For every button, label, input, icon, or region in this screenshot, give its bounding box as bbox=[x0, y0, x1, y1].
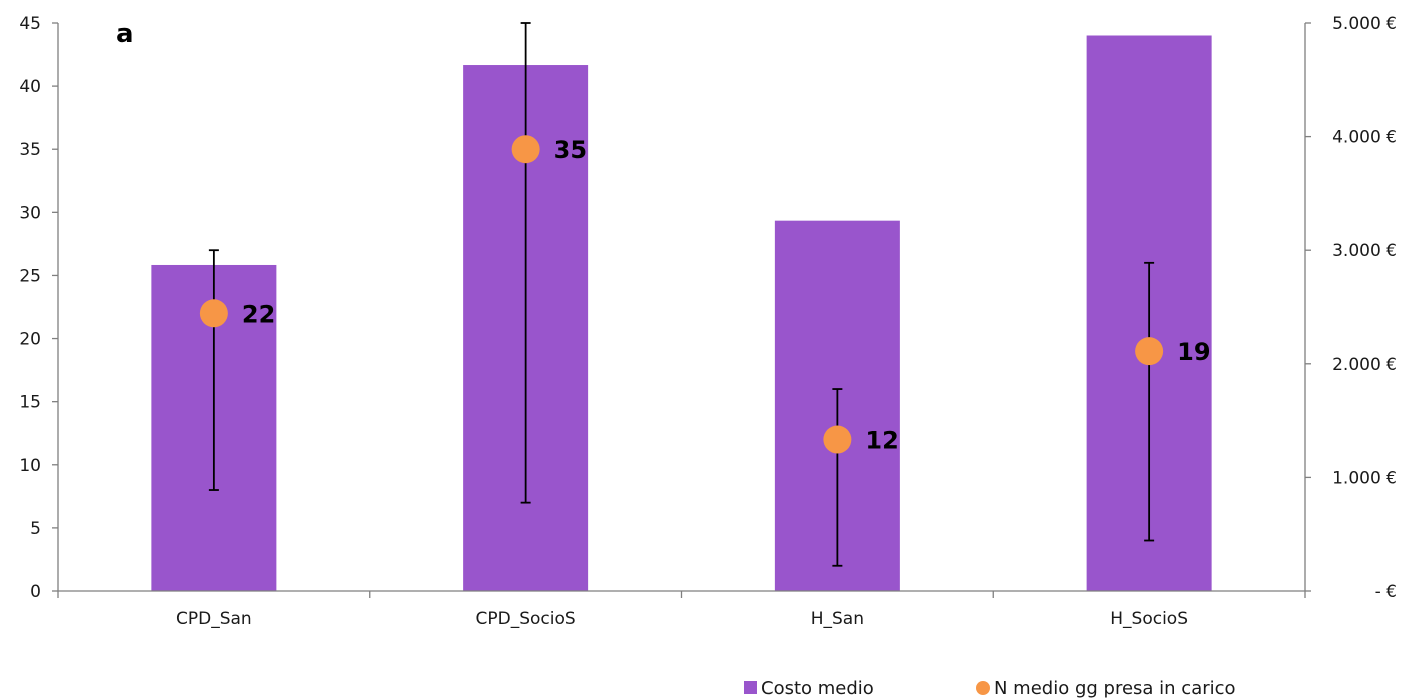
left-tick-label-30: 30 bbox=[19, 203, 41, 223]
labels-layer: 22 35 12 19 bbox=[242, 136, 1211, 454]
right-tick-label-3000: 3.000 € bbox=[1332, 241, 1397, 261]
left-tick-label-35: 35 bbox=[19, 140, 41, 160]
right-tick-label-1000: 1.000 € bbox=[1332, 468, 1397, 488]
x-tick-label-h-san: H_San bbox=[811, 609, 864, 629]
data-label-cpd-san: 22 bbox=[242, 300, 275, 328]
left-tick-label-40: 40 bbox=[19, 77, 41, 97]
error-bars-layer bbox=[208, 22, 1155, 567]
x-tick-label-cpd-san: CPD_San bbox=[176, 609, 252, 629]
legend-label-n-medio: N medio gg presa in carico bbox=[994, 678, 1236, 699]
right-tick-label-2000: 2.000 € bbox=[1332, 355, 1397, 375]
left-tick-label-20: 20 bbox=[19, 330, 41, 350]
point-h-socios bbox=[1135, 337, 1164, 366]
right-tick-label-5000: 5.000 € bbox=[1332, 14, 1397, 34]
data-label-h-socios: 19 bbox=[1177, 338, 1210, 366]
axes-layer: 0 5 10 15 20 25 30 35 40 45 - € 1.000 € 2.000 € 3.000… bbox=[19, 14, 1397, 629]
left-tick-label-15: 15 bbox=[19, 393, 41, 413]
legend-label-costo-medio: Costo medio bbox=[761, 678, 874, 699]
legend-swatch-costo-medio bbox=[744, 681, 757, 694]
panel-label: a bbox=[116, 19, 134, 49]
legend: Costo medio N medio gg presa in carico bbox=[744, 678, 1236, 699]
point-cpd-san bbox=[199, 299, 228, 328]
legend-swatch-n-medio bbox=[976, 681, 990, 695]
left-tick-label-45: 45 bbox=[19, 14, 41, 34]
points-layer bbox=[199, 135, 1164, 454]
x-tick-label-cpd-socios: CPD_SocioS bbox=[476, 609, 576, 629]
point-cpd-socios bbox=[511, 135, 540, 164]
data-label-cpd-socios: 35 bbox=[554, 136, 587, 164]
left-tick-label-25: 25 bbox=[19, 266, 41, 286]
x-tick-label-h-socios: H_SocioS bbox=[1110, 609, 1188, 629]
right-tick-label-0: - € bbox=[1375, 582, 1397, 602]
left-tick-label-10: 10 bbox=[19, 456, 41, 476]
point-h-san bbox=[823, 425, 852, 454]
left-tick-label-5: 5 bbox=[30, 519, 41, 539]
data-label-h-san: 12 bbox=[865, 427, 898, 455]
bars-layer bbox=[151, 35, 1212, 592]
right-tick-label-4000: 4.000 € bbox=[1332, 128, 1397, 148]
left-tick-label-0: 0 bbox=[30, 582, 41, 602]
